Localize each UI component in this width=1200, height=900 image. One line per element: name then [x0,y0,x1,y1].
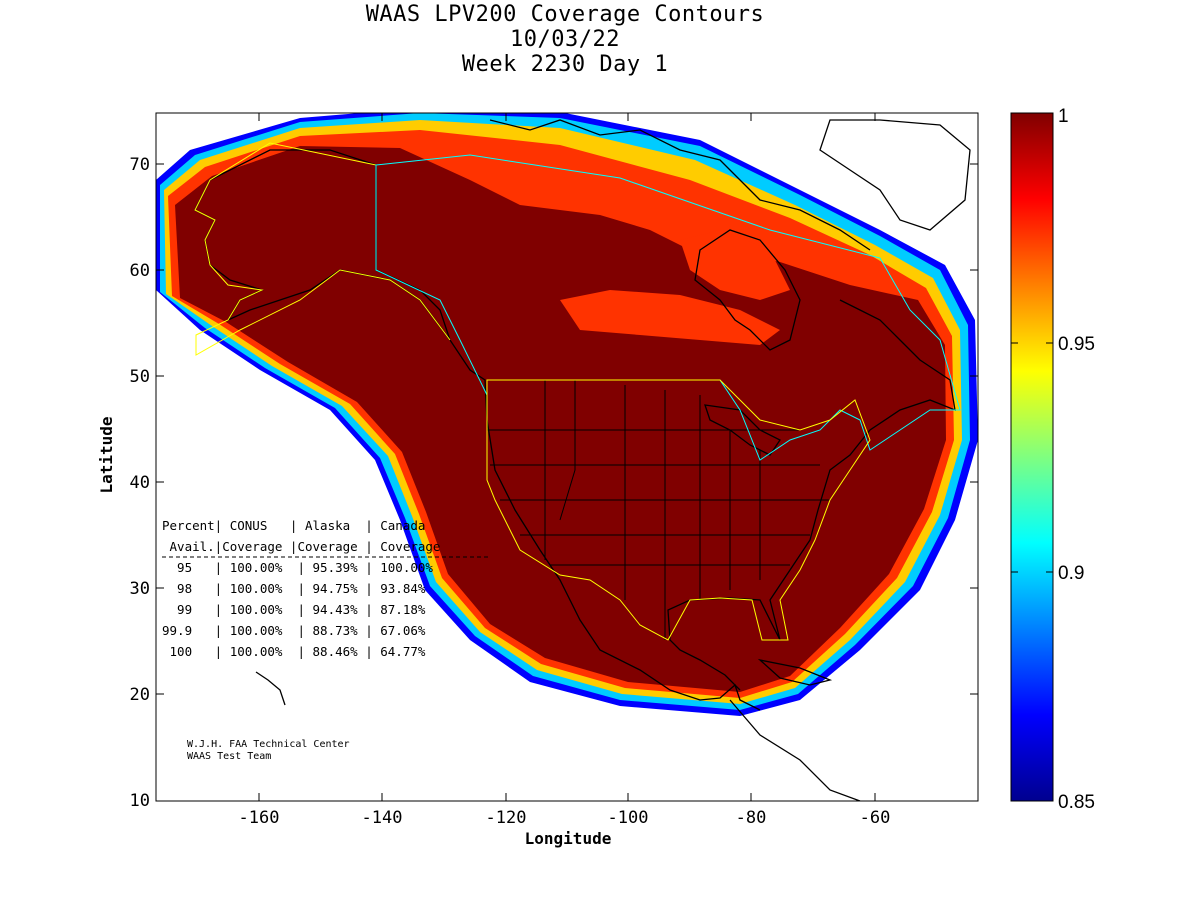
great-lakes [704,404,781,456]
colorbar [1010,112,1054,802]
table-row: 99.9 | 100.00% | 88.73% | 67.06% [162,623,426,638]
canada-border [375,154,961,461]
y-tick-label: 40 [130,473,150,493]
hudson-bay [694,229,801,351]
figure-title: WAAS LPV200 Coverage Contours [365,2,765,27]
y-tick-labels: 70 60 50 40 30 20 10 [130,155,150,811]
figure-week: Week 2230 Day 1 [461,52,669,77]
x-tick-label: -60 [860,808,891,828]
x-tick-label: -140 [362,808,403,828]
gulf-coast [667,299,956,691]
colorbar-tick-labels: 1 0.95 0.9 0.85 [1058,106,1095,813]
central-america [729,699,861,801]
y-tick-label: 70 [130,155,150,175]
table-header: Percent| CONUS | Alaska | Canada [162,518,425,533]
table-row: 99 | 100.00% | 94.43% | 87.18% [162,602,426,617]
credit: W.J.H. FAA Technical Center WAAS Test Te… [187,739,350,762]
pacific-coast [449,339,761,711]
x-axis-label: Longitude [525,829,612,848]
table-row: 95 | 100.00% | 95.39% | 100.00% [162,560,433,575]
contour-low-patch [560,290,780,345]
conus-border [486,379,871,641]
table-header: Avail.|Coverage |Coverage | Coverage [162,539,440,554]
y-tick-label: 20 [130,685,150,705]
coastlines [194,119,971,801]
figure-date: 10/03/22 [510,27,620,52]
y-tick-label: 10 [130,791,150,811]
colorbar-tick-label: 0.85 [1058,792,1095,813]
x-tick-label: -120 [486,808,527,828]
colorbar-ticks [1011,342,1053,573]
y-tick-label: 60 [130,261,150,281]
table-row: 98 | 100.00% | 94.75% | 93.84% [162,581,426,596]
contour-low-patch-2 [680,230,790,300]
plot-frame [155,112,979,802]
credit-line: WAAS Test Team [187,751,271,762]
colorbar-tick-label: 1 [1058,106,1069,127]
alaska-border [194,142,451,356]
credit-line: W.J.H. FAA Technical Center [187,739,350,750]
axis-ticks [156,113,978,801]
arctic-islands [489,119,871,251]
table-row: 100 | 100.00% | 88.46% | 64.77% [162,644,426,659]
region-borders [194,142,961,641]
y-tick-label: 30 [130,579,150,599]
y-tick-label: 50 [130,367,150,387]
colorbar-tick-label: 0.95 [1058,334,1095,355]
hawaii [255,671,286,706]
cuba [757,658,833,686]
x-tick-labels: -160 -140 -120 -100 -80 -60 [239,808,891,828]
x-tick-label: -100 [608,808,649,828]
greenland [819,119,971,231]
coverage-table: Percent| CONUS | Alaska | Canada Avail.|… [162,518,490,659]
x-tick-label: -80 [736,808,767,828]
colorbar-tick-label: 0.9 [1058,563,1084,584]
x-tick-label: -160 [239,808,280,828]
y-axis-label: Latitude [97,416,116,493]
